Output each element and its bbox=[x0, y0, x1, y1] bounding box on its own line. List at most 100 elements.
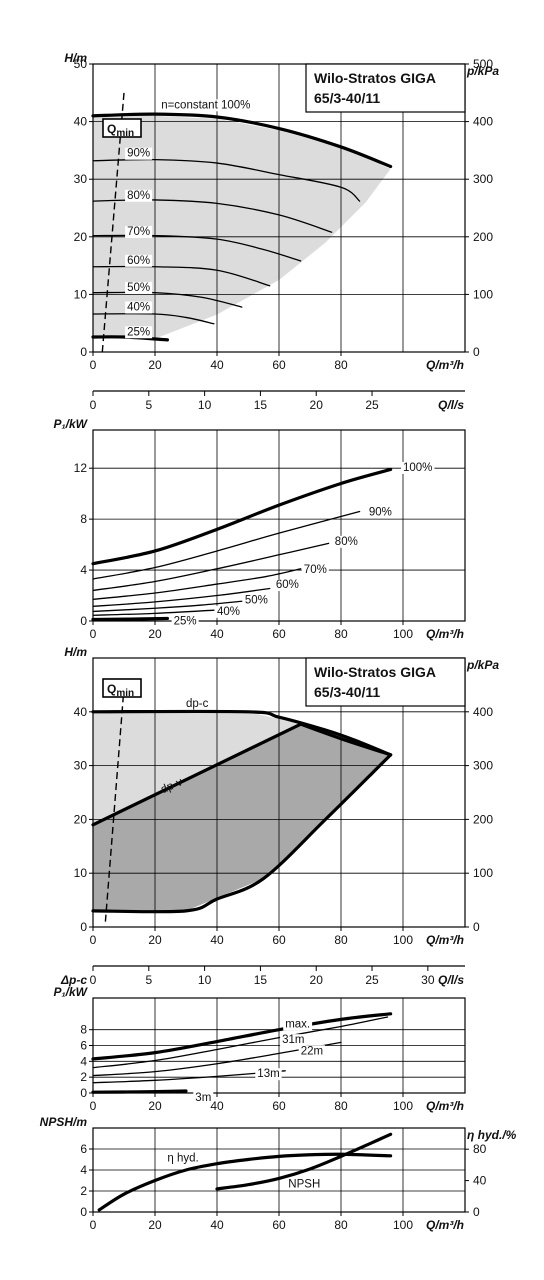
y-tick-label: 10 bbox=[74, 287, 88, 301]
series-label-bg bbox=[125, 301, 153, 314]
x-tick-label: 100 bbox=[393, 1099, 413, 1113]
x-tick-label: 100 bbox=[393, 933, 413, 947]
qmin-box bbox=[102, 118, 142, 138]
x2-tick-label: 15 bbox=[254, 973, 268, 987]
x2-tick-label: 10 bbox=[198, 973, 212, 987]
y-tick-label: 40 bbox=[74, 705, 88, 719]
y-tick-label: 4 bbox=[80, 1054, 87, 1068]
series-line bbox=[91, 1089, 188, 1094]
x-tick-label: 80 bbox=[334, 933, 348, 947]
series-label-bg bbox=[332, 535, 360, 548]
x2-tick-label: 25 bbox=[365, 398, 379, 412]
y-tick-label: 2 bbox=[80, 1184, 87, 1198]
series-label: 90% bbox=[127, 148, 150, 160]
series-line bbox=[92, 265, 271, 287]
x-tick-label: 20 bbox=[148, 933, 162, 947]
chart-subtitle: 65/3-40/11 bbox=[314, 90, 380, 106]
series-line bbox=[92, 510, 361, 580]
series-label: 80% bbox=[127, 190, 150, 202]
series-line bbox=[299, 722, 393, 757]
series-line bbox=[92, 1016, 389, 1069]
series-label-bg bbox=[401, 461, 435, 474]
y-tick-label: 20 bbox=[74, 812, 88, 826]
series-line bbox=[92, 291, 243, 308]
y2-tick-label: 100 bbox=[473, 866, 493, 880]
series-line bbox=[91, 467, 393, 566]
series-label-bg bbox=[298, 1045, 326, 1058]
y-tick-label: 4 bbox=[80, 563, 87, 577]
x-tick-label: 20 bbox=[148, 358, 162, 372]
x2-tick-label: 0 bbox=[90, 973, 97, 987]
series-label-bg bbox=[125, 147, 153, 160]
y-tick-label: 6 bbox=[80, 1142, 87, 1156]
x-tick-label: 0 bbox=[90, 358, 97, 372]
x-tick-label: 0 bbox=[90, 933, 97, 947]
x-tick-label: 40 bbox=[210, 627, 224, 641]
y2-axis-label: p/kPa bbox=[466, 658, 499, 672]
x2-axis-label: Q/l/s bbox=[438, 398, 464, 412]
series-label: 3m bbox=[195, 1092, 211, 1104]
x-tick-label: 80 bbox=[334, 627, 348, 641]
series-label-bg bbox=[125, 189, 153, 202]
series-label: 90% bbox=[369, 506, 392, 518]
series-label: max. bbox=[285, 1018, 310, 1030]
series-line bbox=[91, 1012, 393, 1061]
series-label-bg bbox=[159, 99, 253, 112]
y-axis-label-top: Δp-c bbox=[60, 973, 87, 987]
x2-tick-label: 20 bbox=[310, 398, 324, 412]
x-tick-label: 40 bbox=[210, 358, 224, 372]
y-tick-label: 4 bbox=[80, 1163, 87, 1177]
dp-v-region bbox=[93, 724, 391, 911]
y-tick-label: 20 bbox=[74, 230, 88, 244]
series-line bbox=[92, 313, 215, 325]
qmin-line bbox=[104, 687, 125, 922]
series-label-bg bbox=[280, 1034, 307, 1047]
x-tick-label: 100 bbox=[393, 627, 413, 641]
title-box bbox=[305, 63, 466, 113]
y-tick-label: 50 bbox=[74, 57, 88, 71]
y-tick-label: 10 bbox=[74, 866, 88, 880]
x2-tick-label: 10 bbox=[198, 398, 212, 412]
series-label-bg bbox=[125, 226, 153, 239]
series-line bbox=[92, 542, 330, 592]
x-axis-label: Q/m³/h bbox=[426, 358, 464, 372]
series-label-bg bbox=[301, 563, 329, 576]
series-label: NPSH bbox=[288, 1179, 320, 1191]
series-line bbox=[97, 1152, 393, 1212]
series-label-bg bbox=[125, 254, 153, 267]
operating-envelope bbox=[93, 115, 391, 339]
series-label-bg bbox=[171, 615, 199, 628]
series-label-bg bbox=[283, 1018, 313, 1031]
series-label-bg bbox=[125, 326, 153, 339]
y2-tick-label: 0 bbox=[473, 920, 480, 934]
x2-axis-label: Q/l/s bbox=[438, 973, 464, 987]
x-tick-label: 60 bbox=[272, 1099, 286, 1113]
series-label-bg bbox=[193, 1091, 214, 1104]
y-tick-label: 12 bbox=[74, 461, 88, 475]
y2-axis-label: p/kPa bbox=[466, 64, 499, 78]
series-label-bg bbox=[273, 579, 301, 592]
x-tick-label: 80 bbox=[334, 1099, 348, 1113]
series-label: 80% bbox=[335, 536, 358, 548]
series-line bbox=[91, 709, 393, 757]
series-line bbox=[91, 753, 393, 914]
x-tick-label: 60 bbox=[272, 627, 286, 641]
series-label: 22m bbox=[301, 1045, 323, 1057]
series-label: 60% bbox=[127, 255, 150, 267]
y2-tick-label: 40 bbox=[473, 1174, 487, 1188]
x-tick-label: 80 bbox=[334, 1218, 348, 1232]
series-label: 70% bbox=[304, 564, 327, 576]
series-label: dp-c bbox=[186, 698, 209, 710]
x-tick-label: 40 bbox=[210, 1099, 224, 1113]
x-axis-label: Q/m³/h bbox=[426, 1099, 464, 1113]
series-line bbox=[92, 568, 302, 601]
chart-subtitle: 65/3-40/11 bbox=[314, 684, 380, 700]
y2-tick-label: 300 bbox=[473, 172, 493, 186]
x-tick-label: 20 bbox=[148, 1099, 162, 1113]
chart-title: Wilo-Stratos GIGA bbox=[314, 664, 436, 680]
x2-tick-label: 30 bbox=[421, 973, 435, 987]
series-label: n=constant 100% bbox=[161, 99, 250, 111]
x2-tick-label: 25 bbox=[365, 973, 379, 987]
series-line bbox=[91, 112, 393, 169]
series-label-bg bbox=[125, 281, 153, 294]
